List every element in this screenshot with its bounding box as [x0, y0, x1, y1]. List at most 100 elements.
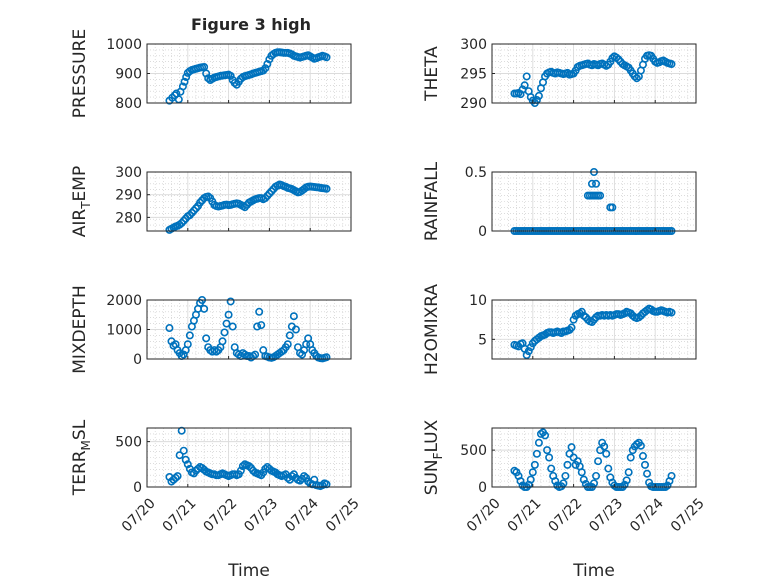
y-tick-label: 0 [478, 224, 487, 240]
data-point [289, 312, 298, 321]
data-point [663, 481, 672, 490]
data-point [594, 457, 603, 466]
data-point [285, 331, 294, 340]
data-point [640, 460, 649, 469]
data-point [255, 307, 264, 316]
subplot-4: 0 0.5 RAINFALL [422, 161, 697, 241]
y-tick-label: 10 [469, 293, 487, 309]
data-point [173, 472, 182, 481]
y-tick-label: 290 [115, 188, 142, 204]
data-point [602, 449, 611, 458]
data-point [626, 453, 635, 462]
subplot-1: 800 900 1000 PRESSURE [70, 29, 352, 118]
data-point [526, 343, 535, 352]
y-axis-label: RAINFALL [422, 161, 442, 241]
data-point [175, 451, 184, 460]
x-tick-label: 07/21 [160, 495, 200, 535]
x-tick-label: 07/24 [627, 495, 667, 535]
data-point [667, 60, 676, 69]
subplot-6: 5 10 H2OMIXRA [422, 284, 697, 375]
data-point [253, 322, 262, 331]
y-tick-label: 0 [478, 480, 487, 496]
data-point [563, 460, 572, 469]
data-point [551, 477, 560, 486]
data-point [182, 73, 191, 82]
data-point [534, 91, 543, 100]
data-point [261, 64, 270, 73]
data-point [226, 297, 235, 306]
data-point [165, 324, 174, 333]
axes-box [491, 299, 697, 360]
y-axis-label: SUNFLUX [422, 419, 445, 495]
subplot-3: 280 290 300 AIRTEMP [70, 165, 352, 237]
axes-box [146, 427, 352, 488]
data-point [183, 340, 192, 349]
y-tick-label: 0.5 [465, 165, 487, 181]
data-point [534, 438, 543, 447]
data-point [632, 74, 641, 83]
data-point [245, 462, 254, 471]
data-point [545, 453, 554, 462]
data-point [226, 71, 235, 80]
x-tick-label: 07/23 [586, 495, 626, 535]
data-point [587, 179, 596, 188]
y-axis-label: MIXDEPTH [70, 285, 90, 374]
data-point [200, 304, 209, 313]
data-point [569, 315, 578, 324]
data-point [300, 472, 309, 481]
data-point [604, 464, 613, 473]
y-tick-label: 0 [133, 352, 142, 368]
data-point [667, 308, 676, 317]
data-point [236, 466, 245, 475]
data-point [322, 53, 331, 62]
data-point [532, 449, 541, 458]
y-tick-label: 5 [478, 332, 487, 348]
data-point [624, 468, 633, 477]
data-point [577, 307, 586, 316]
data-point [183, 460, 192, 469]
data-point [283, 473, 292, 482]
data-point [630, 72, 639, 81]
x-tick-label: 07/24 [282, 495, 322, 535]
y-axis-label: AIRTEMP [70, 166, 93, 237]
x-axis-label: Time [227, 561, 270, 581]
data-point [524, 347, 533, 356]
data-point [643, 469, 652, 478]
y-tick-label: 290 [460, 96, 487, 112]
data-point [608, 203, 617, 212]
x-tick-label: 07/23 [241, 495, 281, 535]
y-tick-label: 800 [115, 96, 142, 112]
x-tick-label: 07/25 [668, 495, 708, 535]
y-tick-label: 500 [460, 443, 487, 459]
x-tick-label: 07/20 [119, 495, 159, 535]
data-point [516, 477, 525, 486]
subplot-8: 0 500 07/20 07/21 07/22 07/23 07/24 07/25 Time SU… [422, 419, 708, 581]
data-point [318, 481, 327, 490]
data-point [528, 468, 537, 477]
data-point [636, 441, 645, 450]
data-point [228, 322, 237, 331]
data-point [561, 471, 570, 480]
data-point [322, 184, 331, 193]
data-point [179, 446, 188, 455]
data-point [638, 452, 647, 461]
data-point [291, 325, 300, 334]
y-axis-label: PRESSURE [70, 29, 90, 118]
data-point [622, 476, 631, 485]
axes-box [146, 171, 352, 232]
y-tick-label: 0 [133, 480, 142, 496]
data-point [541, 431, 550, 440]
axes-box [491, 171, 697, 232]
x-tick-label: 07/21 [505, 495, 545, 535]
data-point [185, 331, 194, 340]
data-point [667, 471, 676, 480]
figure-title: Figure 3 high [191, 15, 311, 34]
y-tick-label: 900 [115, 67, 142, 83]
data-point [218, 337, 227, 346]
data-point [322, 353, 331, 362]
data-point [179, 350, 188, 359]
y-tick-label: 280 [115, 210, 142, 226]
data-point [181, 455, 190, 464]
